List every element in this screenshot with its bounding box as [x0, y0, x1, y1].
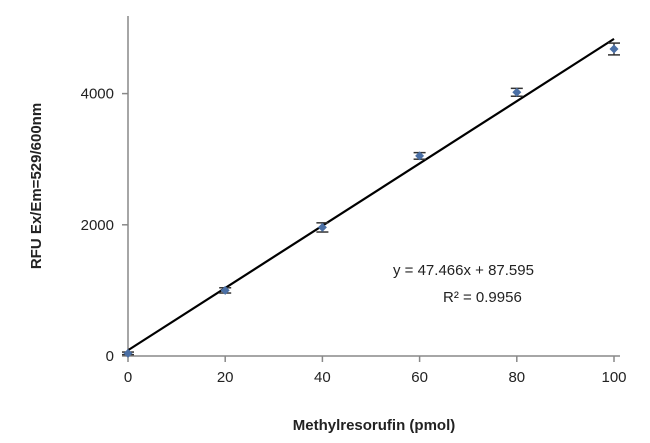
y-axis-title: RFU Ex/Em=529/600nm [28, 103, 45, 269]
data-points [122, 42, 620, 358]
x-tick-label: 40 [314, 369, 331, 386]
point-marker [220, 285, 230, 295]
point-marker [123, 348, 133, 358]
data-point [122, 348, 134, 358]
point-marker [415, 151, 425, 161]
point-marker [317, 222, 327, 232]
point-marker [512, 87, 522, 97]
data-point [316, 222, 329, 233]
x-axis-ticks: 0 20 40 60 80 100 [124, 356, 627, 386]
trendline [127, 37, 615, 352]
y-tick-label: 0 [106, 348, 114, 365]
y-axis-ticks: 0 2000 4000 [81, 86, 128, 365]
data-point [510, 87, 523, 97]
r-squared-label: R² = 0.9956 [443, 289, 522, 306]
x-tick-label: 0 [124, 369, 132, 386]
x-tick-label: 20 [217, 369, 234, 386]
x-tick-label: 100 [601, 369, 626, 386]
point-marker [609, 44, 619, 54]
x-axis-title: Methylresorufin (pmol) [293, 417, 456, 434]
data-point [219, 285, 232, 295]
data-point [413, 151, 426, 161]
y-tick-label: 2000 [81, 217, 114, 234]
equation-label: y = 47.466x + 87.595 [393, 262, 534, 279]
y-tick-label: 4000 [81, 86, 114, 103]
x-tick-label: 80 [508, 369, 525, 386]
x-tick-label: 60 [411, 369, 428, 386]
data-point [608, 42, 620, 56]
